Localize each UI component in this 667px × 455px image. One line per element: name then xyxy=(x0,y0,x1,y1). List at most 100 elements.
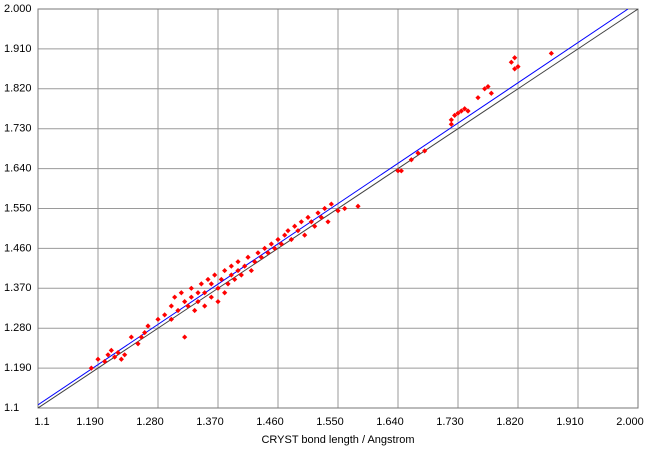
point xyxy=(278,241,284,247)
point xyxy=(268,241,274,247)
point xyxy=(122,352,128,358)
point xyxy=(272,245,278,251)
point xyxy=(318,214,324,220)
y-tick-label: 1.190 xyxy=(4,362,32,374)
point xyxy=(182,299,188,305)
point xyxy=(215,299,221,305)
point xyxy=(145,323,151,329)
point xyxy=(475,95,481,101)
point xyxy=(202,303,208,309)
point xyxy=(228,272,234,278)
point xyxy=(422,148,428,154)
point xyxy=(168,316,174,322)
x-tick-label: 1.550 xyxy=(316,416,344,428)
y-tick-label: 1.820 xyxy=(4,83,32,95)
point xyxy=(112,354,118,360)
point xyxy=(415,150,421,156)
point xyxy=(248,267,254,274)
point xyxy=(252,259,258,265)
point xyxy=(225,281,231,287)
point xyxy=(285,228,291,234)
x-tick-label: 1.280 xyxy=(136,416,164,428)
point xyxy=(305,214,311,220)
point xyxy=(298,219,304,225)
point xyxy=(395,168,401,174)
plot xyxy=(38,9,638,408)
y-tick-label: 1.640 xyxy=(4,163,32,175)
point xyxy=(115,349,121,356)
point xyxy=(508,59,514,65)
point xyxy=(138,334,144,340)
point xyxy=(218,276,224,283)
point xyxy=(195,290,201,296)
point xyxy=(198,281,204,287)
point xyxy=(322,205,328,212)
y-tick-label: 1.460 xyxy=(4,242,32,254)
point xyxy=(192,307,198,314)
point xyxy=(325,219,331,225)
point xyxy=(235,267,241,274)
y-tick-label: 1.370 xyxy=(4,282,32,294)
point xyxy=(328,201,334,207)
point xyxy=(398,168,404,174)
point xyxy=(548,50,554,56)
point xyxy=(292,223,298,229)
point xyxy=(178,290,184,296)
point xyxy=(185,303,191,309)
x-tick-label: 1.460 xyxy=(256,416,284,428)
point xyxy=(135,341,141,347)
point xyxy=(448,117,454,123)
plot-frame xyxy=(37,8,639,409)
point xyxy=(342,205,348,212)
point xyxy=(312,223,318,229)
point xyxy=(188,294,194,300)
point xyxy=(238,272,244,278)
point xyxy=(172,294,178,300)
y-tick-label: 1.550 xyxy=(4,202,32,214)
point xyxy=(465,108,471,114)
point xyxy=(202,290,208,296)
point xyxy=(142,330,148,336)
point xyxy=(455,110,461,116)
point xyxy=(355,203,361,209)
x-tick-label: 1.640 xyxy=(376,416,404,428)
point xyxy=(105,352,111,358)
point xyxy=(408,157,414,163)
point xyxy=(108,347,114,353)
point xyxy=(265,250,271,256)
point xyxy=(262,245,268,251)
point xyxy=(235,259,241,265)
point xyxy=(162,312,168,318)
point xyxy=(245,254,251,260)
point xyxy=(258,254,264,260)
y-tick-label: 2.000 xyxy=(4,3,32,15)
point xyxy=(95,356,101,362)
point xyxy=(118,356,124,362)
point xyxy=(512,66,518,72)
point xyxy=(222,290,228,296)
point xyxy=(302,232,308,238)
point xyxy=(482,86,488,92)
point xyxy=(242,263,248,269)
point xyxy=(208,281,214,287)
point xyxy=(215,285,221,291)
point xyxy=(222,267,228,274)
x-tick-label: 2.000 xyxy=(616,416,644,428)
point xyxy=(188,285,194,291)
reference-line xyxy=(38,9,629,406)
x-tick-label: 1.730 xyxy=(436,416,464,428)
point xyxy=(452,112,458,118)
x-tick-label: 1.910 xyxy=(556,416,584,428)
point xyxy=(288,236,294,243)
point xyxy=(182,334,188,340)
point xyxy=(88,365,94,371)
x-tick-label: 1.190 xyxy=(76,416,104,428)
x-axis-label: CRYST bond length / Angstrom xyxy=(261,434,414,446)
point xyxy=(315,210,321,216)
point xyxy=(228,263,234,269)
point xyxy=(195,299,201,305)
point xyxy=(275,236,281,243)
point xyxy=(102,358,108,365)
point xyxy=(488,90,494,96)
point xyxy=(295,228,301,234)
